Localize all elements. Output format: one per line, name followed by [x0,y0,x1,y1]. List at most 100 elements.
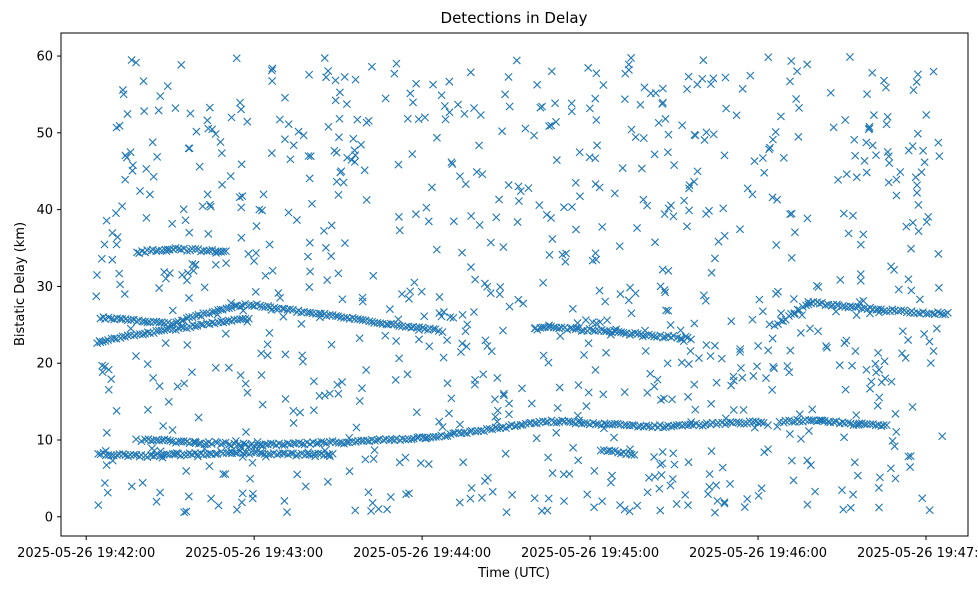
track-point [291,439,300,448]
track-point [202,309,211,318]
clutter-point [892,427,901,436]
clutter-point [440,102,449,110]
clutter-point [908,402,917,411]
clutter-point [320,54,329,63]
clutter-point [340,72,349,81]
clutter-point [698,74,707,83]
clutter-point [508,490,517,499]
clutter-point [625,507,634,516]
clutter-point [881,374,890,383]
clutter-point [498,326,507,335]
clutter-point [932,324,941,333]
track-point [838,302,847,311]
clutter-point [448,159,457,168]
clutter-point [567,107,576,116]
track-point [580,419,589,428]
clutter-point [104,365,113,374]
clutter-point [829,123,838,132]
track-point [637,330,646,339]
clutter-point [155,382,164,391]
clutter-point [796,328,805,337]
track-point [221,247,230,256]
clutter-point [203,116,212,125]
clutter-point [104,385,113,394]
clutter-point [803,456,812,465]
y-tick-label: 30 [36,280,53,295]
track-point [832,300,841,309]
clutter-point [438,423,447,431]
clutter-point [226,172,235,181]
clutter-point [651,238,660,247]
clutter-point [369,271,378,280]
track-point [655,421,664,430]
track-point [179,323,188,332]
clutter-point [495,290,504,299]
clutter-point [588,318,597,327]
clutter-point [754,341,763,350]
clutter-point [664,306,673,315]
track-point [669,331,678,340]
clutter-point [425,342,434,351]
clutter-point [140,107,149,116]
clutter-point [786,346,795,355]
clutter-point [907,286,916,295]
track-point [180,450,189,459]
clutter-point [332,148,341,157]
clutter-point [142,164,151,173]
clutter-point [904,452,913,461]
clutter-point [755,295,764,304]
clutter-point [925,337,934,346]
clutter-point [483,342,492,350]
clutter-point [906,452,915,461]
clutter-point [732,111,741,120]
clutter-point [171,104,180,113]
track-point [129,450,138,459]
track-point [305,308,314,317]
clutter-point [875,503,883,512]
clutter-point [591,154,600,163]
clutter-point [684,72,693,81]
clutter-point [555,383,564,392]
clutter-point [395,354,404,363]
clutter-point [934,283,943,292]
clutter-point [185,144,194,153]
track-point [862,420,871,429]
clutter-point [294,127,303,136]
y-tick-label: 20 [36,357,53,372]
clutter-point [590,466,599,475]
clutter-point [812,281,821,290]
track-point [149,436,158,445]
clutter-point [735,347,744,356]
clutter-point [331,96,340,105]
clutter-point [237,105,246,114]
clutter-point [750,157,759,166]
clutter-point [545,122,554,131]
clutter-point [676,326,685,335]
clutter-point [684,360,693,369]
clutter-point [547,121,556,130]
clutter-point [241,428,250,437]
clutter-point [238,192,247,201]
track-point [757,418,766,427]
clutter-point [180,508,189,517]
clutter-point [852,173,861,182]
clutter-point [882,120,891,129]
track-point [98,337,107,346]
clutter-point [447,394,456,403]
clutter-point [429,80,438,89]
clutter-point [568,304,577,313]
clutter-point [920,330,929,339]
clutter-point [492,213,501,222]
track-point [541,418,550,427]
track-point [630,450,639,459]
clutter-point [504,72,513,81]
clutter-point [670,161,679,170]
clutter-point [94,501,103,510]
clutter-point [281,93,289,102]
track-point [933,308,942,317]
clutter-point [112,240,121,249]
clutter-point [263,351,272,360]
clutter-point [154,106,163,115]
track-point [224,304,233,313]
clutter-point [920,158,929,167]
